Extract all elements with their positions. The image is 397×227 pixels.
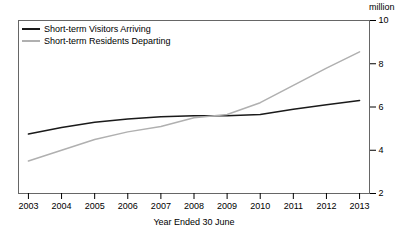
html-text:Short-term Residents Departing: Short-term Residents Departing xyxy=(44,36,171,46)
svg-text:2006: 2006 xyxy=(118,201,138,211)
svg-text:million: million xyxy=(369,2,395,12)
svg-text:2004: 2004 xyxy=(52,201,72,211)
svg-text:2010: 2010 xyxy=(250,201,270,211)
svg-text:2007: 2007 xyxy=(151,201,171,211)
svg-text:2: 2 xyxy=(379,188,384,198)
svg-text:10: 10 xyxy=(379,15,389,25)
svg-text:2003: 2003 xyxy=(18,201,38,211)
html-text:Short-term Visitors Arriving: Short-term Visitors Arriving xyxy=(44,24,151,34)
svg-text:2005: 2005 xyxy=(85,201,105,211)
svg-text:2013: 2013 xyxy=(350,201,370,211)
svg-text:8: 8 xyxy=(379,59,384,69)
svg-text:4: 4 xyxy=(379,145,384,155)
svg-text:2011: 2011 xyxy=(284,201,303,211)
svg-text:2008: 2008 xyxy=(184,201,204,211)
svg-text:6: 6 xyxy=(379,102,384,112)
svg-text:2012: 2012 xyxy=(316,201,336,211)
svg-text:2009: 2009 xyxy=(217,201,237,211)
svg-text:Year Ended 30 June: Year Ended 30 June xyxy=(153,217,234,227)
